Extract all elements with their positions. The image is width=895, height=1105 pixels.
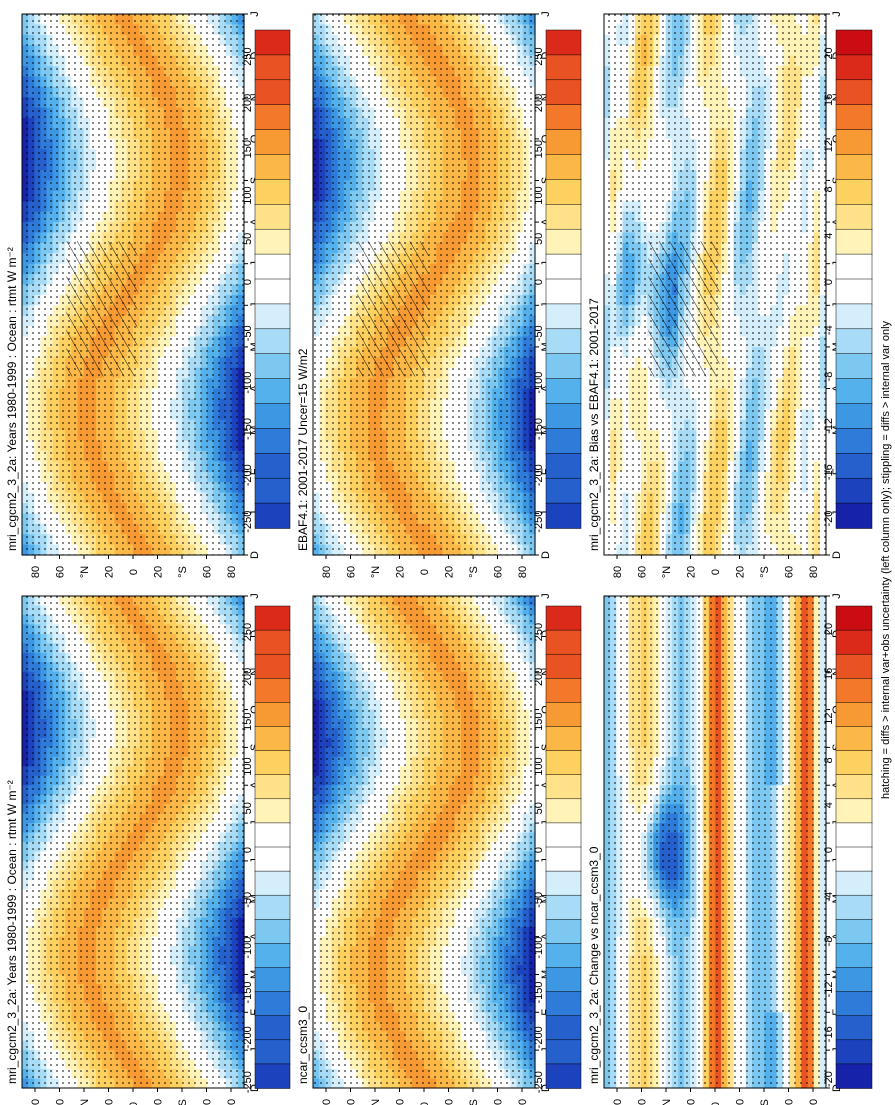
colorbar-label: 50 bbox=[533, 233, 545, 245]
colorbar-swatch bbox=[254, 228, 291, 255]
colorbar-swatch bbox=[545, 378, 582, 405]
colorbar-label: 150 bbox=[242, 140, 254, 158]
x-tick-label: D bbox=[540, 551, 552, 559]
colorbar-swatch bbox=[545, 278, 582, 305]
colorbar-swatch bbox=[254, 303, 291, 330]
colorbar-swatch bbox=[254, 179, 291, 206]
x-tick-label: J bbox=[249, 11, 261, 17]
colorbar-swatch bbox=[254, 453, 291, 479]
y-tick-label: °N bbox=[370, 566, 382, 578]
colorbar-label: -200 bbox=[533, 464, 545, 486]
y-tick-label: 80 bbox=[517, 566, 529, 578]
colorbar-swatch bbox=[545, 502, 582, 529]
colorbar-swatch bbox=[254, 29, 291, 56]
colorbar-swatch bbox=[254, 403, 291, 430]
colorbar-swatch bbox=[254, 79, 291, 106]
colorbar-swatch bbox=[545, 403, 582, 430]
colorbar-swatch bbox=[254, 378, 291, 405]
y-tick-label: 80 bbox=[321, 566, 333, 578]
colorbar-swatch bbox=[254, 204, 291, 230]
colorbar-label: 150 bbox=[533, 140, 545, 158]
y-tick-label: 60 bbox=[346, 566, 358, 578]
y-tick-label: 60 bbox=[55, 566, 67, 578]
colorbar-label: -150 bbox=[242, 418, 254, 440]
colorbar-swatch bbox=[545, 428, 582, 455]
panel-title: mri_cgcm2_3_2a: Years 1980-1999 : Ocean … bbox=[5, 247, 19, 551]
colorbar-swatch bbox=[254, 502, 291, 529]
colorbar-label: -250 bbox=[242, 511, 254, 533]
colorbar-swatch bbox=[545, 179, 582, 206]
colorbar-label: -250 bbox=[533, 511, 545, 533]
colorbar-label: 100 bbox=[533, 186, 545, 204]
colorbar: 250 200 150 100 50 0 -50 -100 -150 -200 -250 bbox=[242, 29, 291, 533]
colorbar-label: -150 bbox=[533, 418, 545, 440]
panel-obs_abs: DJFMAMJJASONDJ8060°N20020°S6080EBAF4.1: … bbox=[296, 11, 582, 578]
colorbar-label: 100 bbox=[242, 186, 254, 204]
panel-title: EBAF4.1: 2001-2017 Uncer=15 W/m2 bbox=[296, 348, 310, 551]
x-tick-label: D bbox=[249, 551, 261, 559]
footer-note: hatching = diffs > internal var+obs unce… bbox=[880, 320, 892, 799]
y-tick-label: 80 bbox=[30, 566, 42, 578]
colorbar-label: 50 bbox=[242, 233, 254, 245]
colorbar-swatch bbox=[545, 54, 582, 81]
colorbar-swatch bbox=[254, 428, 291, 455]
y-tick-label: 20 bbox=[395, 566, 407, 578]
y-tick-label: 20 bbox=[444, 566, 456, 578]
colorbar-label: -100 bbox=[533, 372, 545, 394]
colorbar-swatch bbox=[254, 253, 291, 280]
y-tick-label: 0 bbox=[128, 569, 140, 575]
colorbar-swatch bbox=[545, 328, 582, 355]
colorbar-swatch bbox=[545, 204, 582, 230]
colorbar-label: 200 bbox=[242, 94, 254, 112]
y-tick-label: °N bbox=[79, 566, 91, 578]
y-tick-label: 80 bbox=[226, 566, 238, 578]
y-tick-label: 60 bbox=[202, 566, 214, 578]
y-tick-label: 0 bbox=[419, 569, 431, 575]
y-tick-label: 60 bbox=[493, 566, 505, 578]
colorbar-swatch bbox=[545, 253, 582, 280]
y-tick-label: 20 bbox=[104, 566, 116, 578]
colorbar-swatch bbox=[254, 477, 291, 504]
colorbar-label: -50 bbox=[533, 325, 545, 341]
colorbar-swatch bbox=[254, 278, 291, 305]
colorbar-swatch bbox=[545, 303, 582, 330]
colorbar-swatch bbox=[545, 79, 582, 106]
colorbar-label: -50 bbox=[242, 325, 254, 341]
colorbar-swatch bbox=[254, 129, 291, 156]
colorbar-label: 200 bbox=[533, 94, 545, 112]
colorbar-swatch bbox=[254, 353, 291, 380]
colorbar-swatch bbox=[254, 104, 291, 131]
colorbar-swatch bbox=[545, 477, 582, 504]
colorbar-label: -100 bbox=[242, 372, 254, 394]
colorbar: 250 200 150 100 50 0 -50 -100 -150 -200 -250 bbox=[533, 29, 582, 533]
panel-bias: DJFMAMJJASONDJ8060°N20020°S6080mri_cgcm2… bbox=[587, 11, 873, 578]
colorbar-label: -200 bbox=[242, 464, 254, 486]
colorbar-swatch bbox=[545, 228, 582, 255]
colorbar-swatch bbox=[254, 154, 291, 181]
colorbar-swatch bbox=[545, 353, 582, 380]
colorbar-swatch bbox=[545, 29, 582, 56]
colorbar-swatch bbox=[545, 129, 582, 156]
hatching-overlay bbox=[66, 241, 138, 377]
hatching-overlay bbox=[357, 241, 429, 377]
colorbar-label: 250 bbox=[242, 47, 254, 65]
colorbar-label: 0 bbox=[242, 279, 254, 285]
y-tick-label: °S bbox=[177, 566, 189, 578]
colorbar-label: 250 bbox=[533, 47, 545, 65]
colorbar-label: 0 bbox=[533, 279, 545, 285]
colorbar-swatch bbox=[254, 54, 291, 81]
y-tick-label: °S bbox=[468, 566, 480, 578]
colorbar-swatch bbox=[254, 328, 291, 355]
colorbar-swatch bbox=[545, 104, 582, 131]
colorbar-swatch bbox=[545, 453, 582, 479]
x-tick-label: J bbox=[540, 11, 552, 17]
colorbar-swatch bbox=[545, 154, 582, 181]
panel-model_abs_left: DJFMAMJJASONDJ8060°N20020°S6080mri_cgcm2… bbox=[5, 11, 291, 578]
y-tick-label: 20 bbox=[153, 566, 165, 578]
